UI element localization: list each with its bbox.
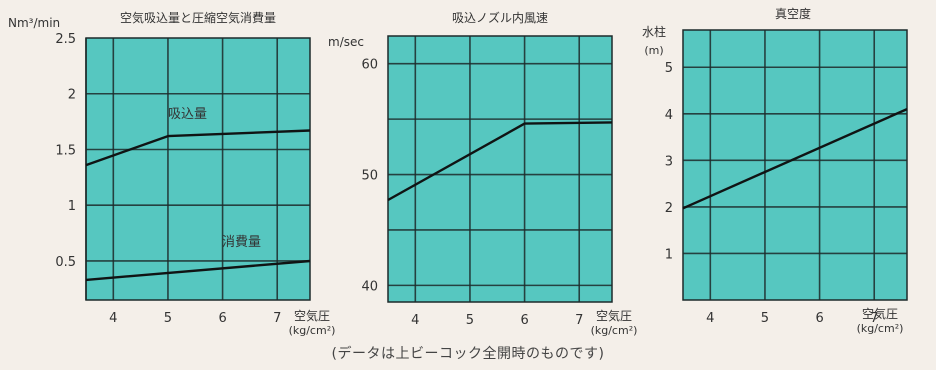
chart-1-y-tick-label: 1 — [68, 199, 76, 214]
chart-1-y-tick-label: 2.5 — [55, 32, 76, 47]
chart-2-ylabel: m/sec — [328, 35, 364, 49]
chart-1-xlabel-unit: (kg/cm²) — [289, 324, 336, 337]
chart-1-x-tick-label: 7 — [273, 311, 281, 326]
chart-2-y-tick-label: 50 — [361, 169, 378, 184]
footnote: (データは上ビーコック全開時のものです) — [331, 346, 605, 362]
chart-3-y-tick-label: 3 — [665, 154, 673, 169]
chart-2-x-tick-label: 6 — [520, 313, 528, 328]
chart-1-series-line-1 — [85, 129, 311, 167]
chart-3-plot-area — [682, 29, 908, 301]
chart-1-y-tick-label: 0.5 — [55, 255, 76, 270]
chart-1-series-label-2: 消費量 — [222, 235, 261, 250]
chart-2-title: 吸込ノズル内風速 — [452, 10, 548, 25]
chart-1-series-label-1: 吸込量 — [168, 107, 207, 122]
chart-1-title: 空気吸込量と圧縮空気消費量 — [120, 10, 276, 25]
chart-3-title: 真空度 — [775, 6, 811, 21]
chart-3-y-tick-label: 1 — [665, 247, 673, 262]
chart-3-y-tick-label: 4 — [665, 108, 673, 123]
chart-3-ylabel: 水柱 — [642, 24, 666, 39]
chart-3-x-tick-label: 4 — [706, 311, 714, 326]
chart-2-y-tick-label: 60 — [361, 58, 378, 73]
chart-1-plot-area — [85, 37, 311, 301]
chart-1-y-tick-label: 1.5 — [55, 143, 76, 158]
chart-1-xlabel: 空気圧 — [294, 308, 330, 323]
chart-3-series-line-1 — [682, 108, 908, 210]
chart-3-x-tick-label: 6 — [815, 311, 823, 326]
chart-1-ylabel: Nm³/min — [8, 16, 60, 30]
chart-2-x-tick-label: 4 — [411, 313, 419, 328]
chart-1-series-line-2 — [85, 259, 311, 282]
chart-3-y-tick-label: 2 — [665, 201, 673, 216]
chart-2-plot-area — [387, 35, 613, 303]
chart-2-x-tick-label: 5 — [466, 313, 474, 328]
chart-3-y-tick-label: 5 — [665, 61, 673, 76]
chart-3-x-tick-label: 7 — [870, 311, 878, 326]
chart-3-xlabel: 空気圧 — [862, 306, 898, 321]
chart-1-y-tick-label: 2 — [68, 88, 76, 103]
chart-3-ylabel-unit: (m) — [644, 44, 663, 57]
chart-1-x-tick-label: 5 — [164, 311, 172, 326]
chart-2-xlabel: 空気圧 — [596, 308, 632, 323]
chart-1-x-tick-label: 6 — [218, 311, 226, 326]
chart-2-xlabel-unit: (kg/cm²) — [591, 324, 638, 337]
chart-3-xlabel-unit: (kg/cm²) — [857, 322, 904, 335]
chart-1-x-tick-label: 4 — [109, 311, 117, 326]
chart-2-x-tick-label: 7 — [575, 313, 583, 328]
chart-2-series-line-1 — [387, 121, 613, 202]
chart-2-y-tick-label: 40 — [361, 279, 378, 294]
chart-3-x-tick-label: 5 — [761, 311, 769, 326]
